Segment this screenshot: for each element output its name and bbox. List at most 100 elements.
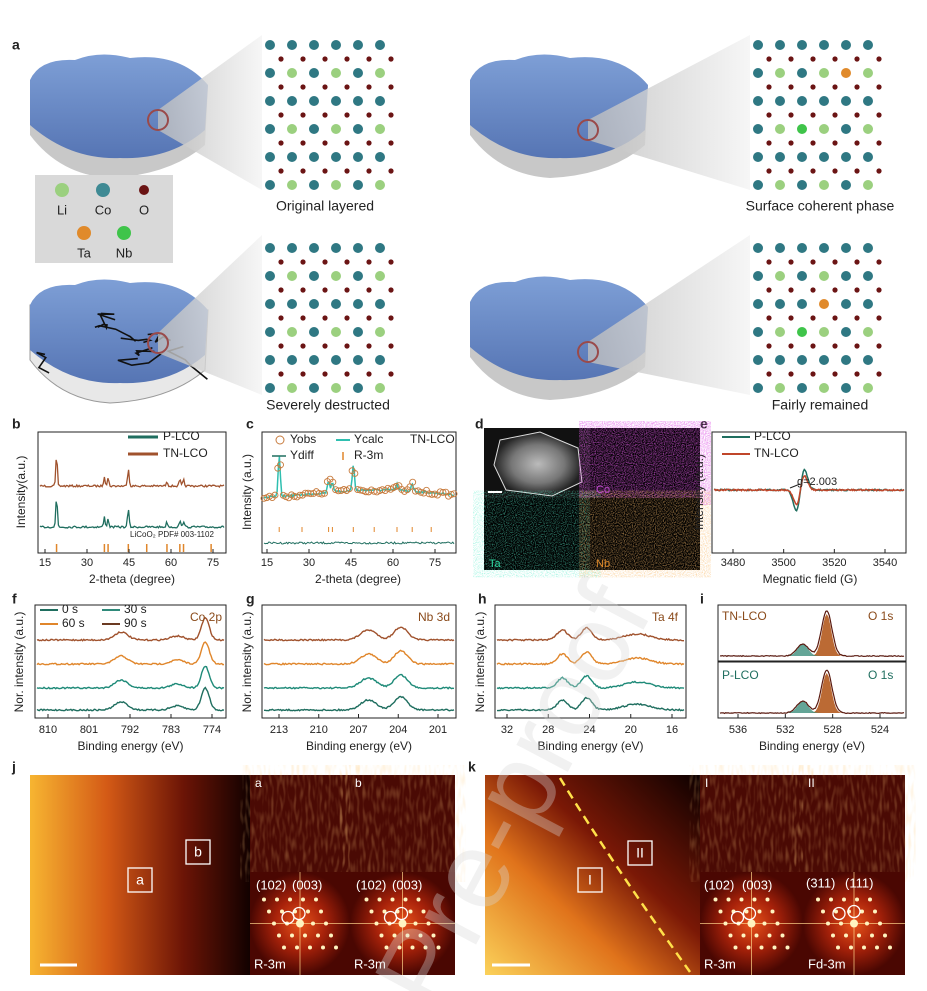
fft-spot — [780, 933, 785, 938]
legend-label: TN-LCO — [163, 446, 208, 460]
atom — [375, 68, 385, 78]
axis-label: Megnatic field (G) — [763, 572, 858, 586]
panel-letter: e — [700, 416, 708, 432]
atom — [753, 180, 763, 190]
atom — [863, 40, 873, 50]
atom — [876, 84, 882, 90]
x-tick-label: 28 — [542, 724, 554, 736]
atom — [353, 96, 363, 106]
legend-atom — [55, 183, 69, 197]
x-tick-label: 60 — [387, 557, 399, 569]
fft-spot — [295, 945, 299, 950]
inset-label: I — [705, 776, 708, 790]
region-box — [577, 867, 603, 893]
region-label: I — [588, 872, 592, 888]
fft-spot — [405, 933, 410, 938]
spot-marker — [394, 906, 409, 921]
fft-spot — [397, 945, 402, 950]
fft-spot — [296, 919, 304, 928]
atom — [300, 315, 306, 321]
axis-label: 2-theta (degree) — [315, 572, 401, 586]
axis-label: Intensity (a.u.) — [240, 454, 254, 530]
panel-letter: g — [246, 591, 255, 607]
x-tick-label: 15 — [261, 557, 273, 569]
lattice-fringes — [250, 775, 350, 872]
legend-label: 90 s — [124, 616, 147, 630]
lattice-fringes — [700, 775, 803, 872]
atom — [331, 327, 341, 337]
panel-letter: a — [12, 37, 20, 53]
curve — [36, 686, 225, 712]
legend-label: 0 s — [62, 602, 78, 616]
atom — [265, 40, 275, 50]
atom — [331, 383, 341, 393]
inset-label: b — [355, 776, 362, 790]
atom — [797, 327, 807, 337]
x-tick-label: 774 — [203, 724, 221, 736]
legend-label: Ydiff — [290, 448, 314, 462]
atom — [278, 112, 284, 118]
atom — [854, 84, 860, 90]
x-tick-label: 24 — [583, 724, 595, 736]
atom — [287, 271, 297, 281]
fft-spot — [746, 945, 751, 950]
atom — [309, 180, 319, 190]
atom — [287, 327, 297, 337]
curve — [496, 674, 685, 690]
plot-frame — [37, 431, 227, 554]
atom — [322, 168, 328, 174]
element-label: Co 2p — [190, 610, 222, 624]
atom — [278, 84, 284, 90]
x-tick-label: 207 — [349, 724, 367, 736]
atom — [322, 315, 328, 321]
fft-spot — [726, 897, 731, 902]
fft-spot — [733, 945, 738, 950]
fft-spot — [431, 933, 436, 938]
curve — [263, 626, 455, 642]
atom — [766, 287, 772, 293]
atom — [854, 112, 860, 118]
atom — [366, 287, 372, 293]
observed-point — [315, 490, 323, 497]
fft-spot — [875, 945, 879, 950]
component — [720, 701, 904, 713]
fft-spot — [718, 909, 723, 914]
x-tick-label: 210 — [310, 724, 328, 736]
atom — [832, 287, 838, 293]
atom — [309, 299, 319, 309]
x-tick-label: 3540 — [873, 557, 897, 569]
atom — [366, 112, 372, 118]
axis-label: Nor. intensity (a.u.) — [240, 612, 254, 713]
fft-spot — [767, 933, 772, 938]
atom — [819, 124, 829, 134]
atom — [788, 287, 794, 293]
fft-spot — [384, 945, 389, 950]
panel-letter: d — [475, 416, 484, 432]
zoom-circle — [577, 341, 599, 363]
atom — [876, 259, 882, 265]
atom — [366, 371, 372, 377]
inset-label: II — [808, 776, 815, 790]
atom — [775, 68, 785, 78]
x-tick-label: 30 — [303, 557, 315, 569]
atom — [819, 383, 829, 393]
atom — [753, 40, 763, 50]
observed-point — [447, 490, 455, 498]
atom — [344, 287, 350, 293]
observed-point — [392, 482, 400, 490]
fft-spot — [765, 897, 770, 902]
fft-spot — [408, 909, 413, 914]
atom — [278, 287, 284, 293]
fft-spot — [860, 909, 864, 914]
region-label: a — [136, 872, 144, 888]
atom — [819, 152, 829, 162]
curve — [39, 501, 225, 529]
x-tick-label: 536 — [729, 724, 747, 736]
atom — [331, 271, 341, 281]
axis-label: Binding energy (eV) — [537, 739, 643, 753]
atom — [841, 383, 851, 393]
atom — [863, 124, 873, 134]
fft-spot — [436, 945, 441, 950]
curve — [713, 475, 905, 506]
atom — [876, 315, 882, 321]
